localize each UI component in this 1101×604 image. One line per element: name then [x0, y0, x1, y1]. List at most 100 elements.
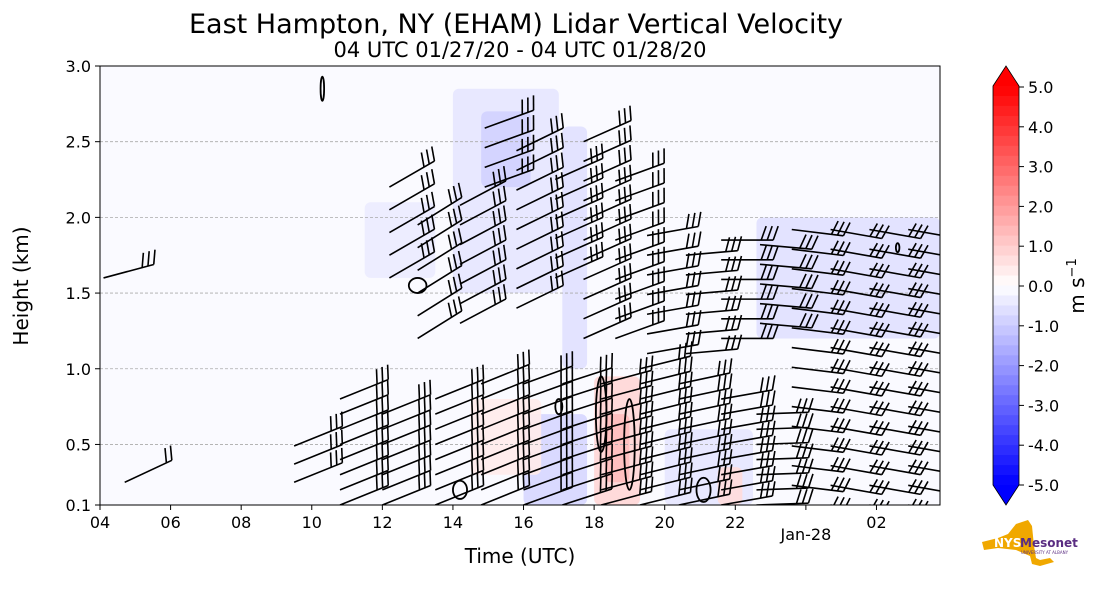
barb-feather: [529, 365, 530, 380]
barb-feather: [954, 500, 961, 513]
barb-feather: [948, 440, 955, 453]
barb-feather: [619, 229, 620, 244]
barb-feather: [948, 499, 955, 512]
plot-area: [100, 66, 967, 514]
barb-feather: [619, 268, 620, 283]
chart-title: East Hampton, NY (EHAM) Lidar Vertical V…: [189, 9, 843, 40]
barb-feather: [959, 403, 966, 416]
barb-feather: [376, 415, 377, 430]
barb-feather: [477, 428, 478, 443]
barb-feather: [959, 324, 966, 337]
chart-subtitle: 04 UTC 01/27/20 - 04 UTC 01/28/20: [334, 38, 707, 62]
barb-feather: [596, 185, 597, 200]
barb-feather: [954, 461, 961, 474]
barb-feather: [382, 382, 383, 397]
colorbar-tick-label: 2.0: [1028, 197, 1053, 216]
barb-feather: [477, 473, 478, 488]
colorbar-segment: [993, 126, 1019, 136]
barb-feather: [948, 460, 955, 473]
barb-feather: [342, 430, 343, 445]
barb-feather: [630, 184, 631, 199]
barb-feather: [518, 354, 519, 369]
barb-feather: [948, 342, 955, 355]
colorbar-extend-max: [993, 66, 1019, 86]
colorbar-segment: [993, 216, 1019, 226]
barb-feather: [624, 108, 625, 123]
barb-shaft: [792, 505, 844, 511]
colorbar: 5.04.03.02.01.00.0-1.0-2.0-3.0-4.0-5.0: [993, 66, 1059, 505]
x-tick-label: 22: [725, 513, 745, 532]
barb-feather: [472, 369, 473, 384]
barb-feather: [483, 380, 484, 395]
barb-feather: [419, 475, 420, 490]
barb-feather: [948, 420, 955, 433]
colorbar-segment: [993, 166, 1019, 176]
barb-feather: [483, 410, 484, 425]
barb-feather: [630, 165, 631, 180]
barb-feather: [630, 204, 631, 219]
barb-feather: [424, 458, 425, 473]
colorbar-segment: [993, 355, 1019, 365]
barb-feather: [331, 434, 332, 449]
barb-feather: [523, 367, 524, 382]
logo-mesonet: Mesonet: [1020, 536, 1078, 550]
y-tick-label: 3.0: [66, 57, 91, 76]
barb-feather: [388, 380, 389, 395]
barb-feather: [954, 382, 961, 395]
barb-feather: [376, 460, 377, 475]
barb-feather: [591, 207, 592, 222]
barb-feather: [591, 227, 592, 242]
barb-feather: [602, 242, 603, 257]
barb-feather: [336, 414, 337, 429]
barb-feather: [959, 285, 966, 298]
velocity-patch: [756, 217, 940, 338]
colorbar-segment: [993, 385, 1019, 395]
barb-feather: [472, 460, 473, 475]
barb-feather: [430, 395, 431, 410]
barb-feather: [624, 207, 625, 222]
barb-feather: [477, 367, 478, 382]
colorbar-tick-label: -2.0: [1028, 357, 1059, 376]
barb-feather: [424, 412, 425, 427]
x-tick-label: 14: [443, 513, 463, 532]
barb-feather: [624, 148, 625, 163]
barb-feather: [529, 350, 530, 365]
barb-feather: [472, 475, 473, 490]
colorbar-segment: [993, 405, 1019, 415]
barb-feather: [602, 203, 603, 218]
barb-feather: [602, 144, 603, 159]
velocity-patch: [562, 127, 587, 369]
colorbar-segment: [993, 315, 1019, 325]
colorbar-segment: [993, 266, 1019, 276]
barb-feather: [424, 397, 425, 412]
barb-feather: [419, 415, 420, 430]
barb-feather: [959, 442, 966, 455]
barb-feather: [602, 183, 603, 198]
barb-feather: [630, 283, 631, 298]
barb-feather: [624, 305, 625, 320]
colorbar-tick-label: -4.0: [1028, 436, 1059, 455]
barb-feather: [424, 382, 425, 397]
barb-feather: [619, 150, 620, 165]
colorbar-segment: [993, 465, 1019, 475]
barb-feather: [424, 443, 425, 458]
barb-feather: [619, 130, 620, 145]
barb-feather: [959, 304, 966, 317]
barb-feather: [959, 363, 966, 376]
barb-feather: [619, 209, 620, 224]
barb-feather: [959, 422, 966, 435]
barb-feather: [430, 425, 431, 440]
barb-feather: [624, 167, 625, 182]
barb-feather: [602, 163, 603, 178]
barb-feather: [630, 224, 631, 239]
colorbar-segment: [993, 106, 1019, 116]
barb-feather: [523, 352, 524, 367]
barb-feather: [948, 283, 955, 296]
colorbar-segment: [993, 176, 1019, 186]
colorbar-segment: [993, 136, 1019, 146]
colorbar-segment: [993, 335, 1019, 345]
x-tick-label: 06: [160, 513, 180, 532]
barb-feather: [336, 432, 337, 447]
barb-feather: [959, 265, 966, 278]
barb-feather: [382, 367, 383, 382]
